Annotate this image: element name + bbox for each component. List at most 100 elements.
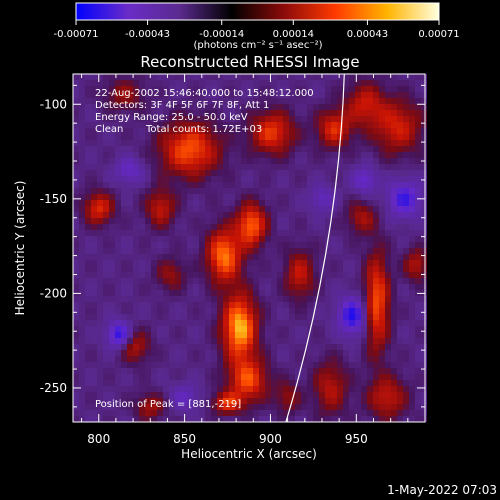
heatmap-cell [127, 374, 133, 380]
heatmap-cell [325, 386, 331, 392]
heatmap-cell [211, 308, 217, 314]
heatmap-cell [337, 380, 343, 386]
heatmap-cell [271, 170, 277, 176]
heatmap-cell [175, 338, 181, 344]
heatmap-cell [415, 224, 421, 230]
heatmap-cell [241, 164, 247, 170]
heatmap-cell [349, 116, 355, 122]
heatmap-cell [85, 362, 91, 368]
heatmap-cell [157, 224, 163, 230]
heatmap-cell [241, 104, 247, 110]
heatmap-cell [277, 212, 283, 218]
heatmap-cell [343, 278, 349, 284]
heatmap-cell [145, 266, 151, 272]
heatmap-cell [73, 302, 79, 308]
heatmap-cell [205, 92, 211, 98]
heatmap-cell [271, 260, 277, 266]
heatmap-cell [415, 152, 421, 158]
heatmap-cell [85, 248, 91, 254]
heatmap-cell [205, 86, 211, 92]
heatmap-cell [223, 296, 229, 302]
heatmap-cell [373, 182, 379, 188]
heatmap-cell [97, 158, 103, 164]
heatmap-cell [91, 320, 97, 326]
heatmap-cell [259, 86, 265, 92]
heatmap-cell [163, 86, 169, 92]
heatmap-cell [349, 380, 355, 386]
heatmap-cell [307, 284, 313, 290]
heatmap-cell [265, 194, 271, 200]
heatmap-cell [409, 380, 415, 386]
heatmap-cell [187, 122, 193, 128]
heatmap-cell [175, 350, 181, 356]
heatmap-cell [247, 116, 253, 122]
heatmap-cell [253, 392, 259, 398]
heatmap-cell [331, 236, 337, 242]
heatmap-cell [187, 260, 193, 266]
heatmap-cell [313, 320, 319, 326]
heatmap-cell [145, 92, 151, 98]
heatmap-cell [109, 386, 115, 392]
heatmap-cell [229, 404, 235, 410]
heatmap-cell [181, 146, 187, 152]
heatmap-cell [379, 380, 385, 386]
heatmap-cell [391, 332, 397, 338]
heatmap-cell [259, 242, 265, 248]
heatmap-cell [121, 398, 127, 404]
heatmap-cell [337, 152, 343, 158]
heatmap-cell [319, 104, 325, 110]
heatmap-cell [109, 182, 115, 188]
heatmap-cell [163, 128, 169, 134]
heatmap-cell [115, 74, 121, 80]
heatmap-cell [415, 356, 421, 362]
heatmap-cell [307, 116, 313, 122]
heatmap-cell [127, 284, 133, 290]
heatmap-cell [331, 254, 337, 260]
heatmap-cell [397, 116, 403, 122]
heatmap-cell [349, 104, 355, 110]
heatmap-cell [265, 110, 271, 116]
heatmap-cell [163, 308, 169, 314]
heatmap-cell [133, 116, 139, 122]
heatmap-cell [121, 410, 127, 416]
heatmap-cell [331, 392, 337, 398]
heatmap-cell [247, 248, 253, 254]
heatmap-cell [253, 122, 259, 128]
heatmap-cell [193, 74, 199, 80]
heatmap-cell [217, 362, 223, 368]
heatmap-cell [145, 194, 151, 200]
heatmap-cell [409, 176, 415, 182]
heatmap-cell [337, 356, 343, 362]
heatmap-cell [217, 188, 223, 194]
heatmap-cell [85, 272, 91, 278]
heatmap-cell [265, 98, 271, 104]
heatmap-cell [229, 182, 235, 188]
heatmap-cell [223, 164, 229, 170]
heatmap-cell [241, 74, 247, 80]
heatmap-cell [223, 158, 229, 164]
heatmap-cell [181, 266, 187, 272]
heatmap-cell [295, 104, 301, 110]
heatmap-cell [307, 272, 313, 278]
heatmap-cell [211, 338, 217, 344]
heatmap-cell [289, 410, 295, 416]
heatmap-cell [181, 272, 187, 278]
heatmap-cell [109, 176, 115, 182]
heatmap-cell [319, 314, 325, 320]
heatmap-cell [133, 236, 139, 242]
heatmap-cell [277, 368, 283, 374]
heatmap-cell [193, 392, 199, 398]
heatmap-cell [175, 236, 181, 242]
heatmap-cell [79, 140, 85, 146]
heatmap-cell [307, 332, 313, 338]
heatmap-cell [235, 230, 241, 236]
heatmap-cell [283, 230, 289, 236]
heatmap-cell [265, 254, 271, 260]
heatmap-cell [259, 230, 265, 236]
heatmap-cell [205, 182, 211, 188]
heatmap-cell [217, 314, 223, 320]
heatmap-cell [295, 398, 301, 404]
heatmap-cell [397, 152, 403, 158]
heatmap-cell [109, 392, 115, 398]
heatmap-cell [319, 386, 325, 392]
